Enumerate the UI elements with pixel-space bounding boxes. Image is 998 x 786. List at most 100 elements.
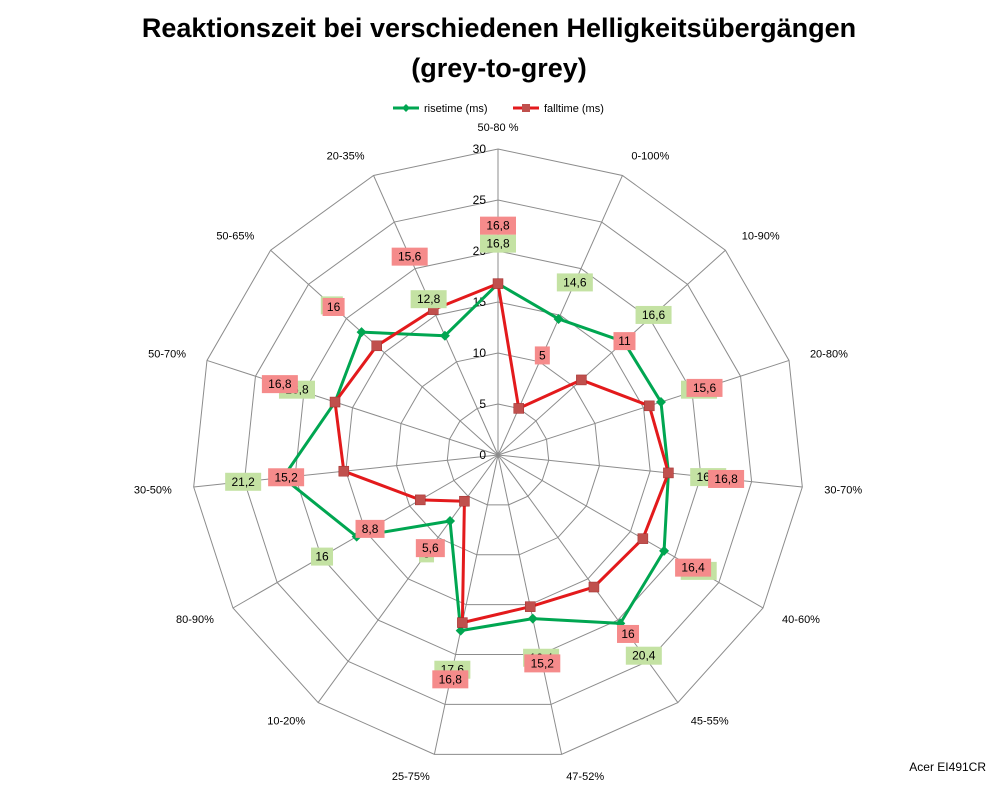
grid-spoke <box>373 175 499 456</box>
data-label-bg <box>322 297 345 316</box>
data-label: 21,2 <box>231 475 255 489</box>
category-label: 30-70% <box>824 484 862 496</box>
data-point <box>655 397 666 408</box>
data-label: 5 <box>539 348 546 362</box>
data-point <box>371 340 382 352</box>
data-label: 11 <box>618 334 631 348</box>
data-label: 16,8 <box>486 237 510 251</box>
data-point <box>439 330 450 341</box>
data-label-bg <box>675 558 712 577</box>
category-label: 47-52% <box>566 771 604 783</box>
data-label-bg <box>708 469 745 488</box>
data-point <box>445 516 456 527</box>
data-label-bg <box>625 646 662 665</box>
grid-spoke <box>317 454 499 703</box>
category-label: 20-80% <box>810 349 848 361</box>
grid-spoke <box>433 454 499 755</box>
data-label-bg <box>311 547 334 566</box>
data-point <box>455 625 466 636</box>
data-label: 16 <box>315 550 329 564</box>
grid-ring <box>446 403 550 506</box>
data-label-bg <box>534 346 550 365</box>
data-label-bg <box>415 539 445 558</box>
data-point <box>415 494 426 506</box>
data-label-bg <box>635 305 672 324</box>
data-label-bg <box>617 624 640 643</box>
data-label-bg <box>268 468 305 487</box>
category-label: 10-20% <box>267 715 305 727</box>
legend: risetime (ms) falltime (ms) <box>393 103 604 115</box>
data-point <box>329 396 341 408</box>
series-line <box>281 282 670 633</box>
data-label: 8,8 <box>362 522 379 536</box>
data-label: 16,4 <box>681 561 705 575</box>
data-label-bg <box>480 216 516 235</box>
data-label: 15,6 <box>398 250 422 264</box>
category-labels: 50-80 % 0-100% 10-90% 20-80% 30-70% 40-60% 45-… <box>134 122 862 783</box>
data-point <box>457 617 468 628</box>
data-point <box>637 533 649 544</box>
chart-title: Reaktionszeit bei verschiedenen Helligke… <box>141 13 857 43</box>
data-labels: 16,814,616,616,816,818,820,416,417,68162… <box>225 216 745 689</box>
data-label-bg <box>480 234 516 253</box>
category-label: 50-65% <box>216 231 254 243</box>
data-label-bg <box>556 273 593 292</box>
grid-ring <box>345 301 651 606</box>
radial-tick-label: 25 <box>473 193 487 207</box>
legend-marker <box>402 104 410 112</box>
data-label: 15,6 <box>693 381 717 395</box>
chart-subtitle: (grey-to-grey) <box>411 53 587 83</box>
data-label: 20,4 <box>632 649 656 663</box>
data-point <box>659 545 670 556</box>
data-label-bg <box>686 378 723 397</box>
category-label: 25-75% <box>392 771 430 783</box>
data-point <box>492 278 504 289</box>
data-label: 14,6 <box>563 275 587 289</box>
radial-tick-label: 10 <box>473 346 487 360</box>
category-label: 0-100% <box>631 150 669 162</box>
data-point <box>524 601 536 612</box>
data-label-bg <box>524 654 561 673</box>
grid-spoke <box>206 359 499 456</box>
grid-spoke <box>497 454 803 488</box>
category-label: 45-55% <box>691 715 729 727</box>
grid-ring <box>193 148 803 755</box>
legend-label: falltime (ms) <box>544 103 604 115</box>
grid-ring <box>396 352 600 556</box>
data-label-bg <box>261 375 298 394</box>
data-point <box>527 613 538 624</box>
data-label: 16,8 <box>268 377 292 391</box>
radial-tick-label: 0 <box>479 448 486 462</box>
category-label: 50-70% <box>148 349 186 361</box>
grid-ring <box>243 199 753 705</box>
data-point <box>663 467 674 479</box>
grid-ring <box>294 250 702 656</box>
legend-marker <box>522 104 530 112</box>
data-label: 16,8 <box>439 672 463 686</box>
data-label: 16,8 <box>714 472 738 486</box>
data-label: 16 <box>327 300 341 314</box>
data-label: 15,2 <box>531 656 555 670</box>
grid-spoke <box>497 359 790 456</box>
radial-tick-label: 30 <box>473 142 487 156</box>
data-point <box>644 400 655 412</box>
data-label-bg <box>613 332 636 351</box>
data-label-bg <box>355 519 385 538</box>
grid-spoke <box>497 249 726 456</box>
data-point <box>588 581 600 593</box>
data-point <box>553 313 564 324</box>
category-label: 40-60% <box>782 614 820 626</box>
category-label: 80-90% <box>176 614 214 626</box>
data-point <box>459 495 470 507</box>
data-label-bg <box>410 290 447 309</box>
data-label: 16,6 <box>642 308 666 322</box>
data-point <box>513 403 524 414</box>
data-label-bg <box>225 472 262 491</box>
category-label: 10-90% <box>742 231 780 243</box>
data-label: 5,6 <box>422 541 439 555</box>
data-label-bg <box>432 670 469 689</box>
data-label: 16 <box>621 627 635 641</box>
series-line <box>333 282 670 625</box>
radial-tick-label: 5 <box>479 397 486 411</box>
